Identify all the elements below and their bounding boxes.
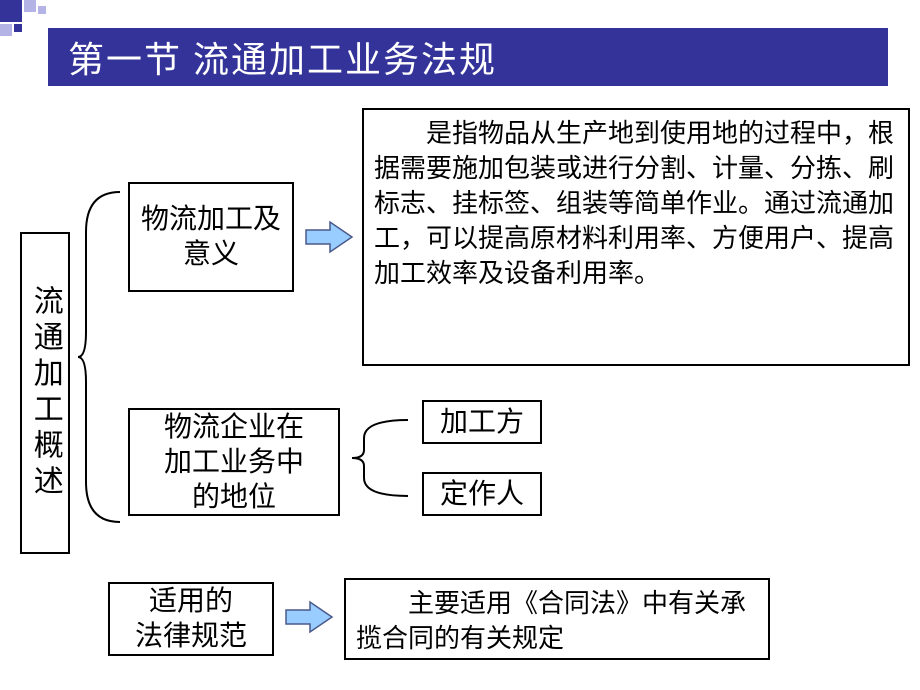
desc-meaning-text: 是指物品从生产地到使用地的过程中，根据需要施加包装或进行分割、计量、分拣、刷标志… [364, 110, 908, 297]
desc-law-text: 主要适用《合同法》中有关承揽合同的有关规定 [346, 580, 768, 662]
section-title: 第一节 流通加工业务法规 [48, 28, 888, 86]
sub-processor-label: 加工方 [440, 405, 524, 440]
sub-processor-box: 加工方 [422, 400, 542, 444]
position-brace [352, 398, 412, 518]
root-brace [78, 192, 126, 522]
desc-meaning-box: 是指物品从生产地到使用地的过程中，根据需要施加包装或进行分割、计量、分拣、刷标志… [362, 108, 910, 366]
desc-law-box: 主要适用《合同法》中有关承揽合同的有关规定 [344, 578, 770, 660]
branch-law-box: 适用的 法律规范 [108, 582, 274, 656]
branch-position-box: 物流企业在 加工业务中 的地位 [128, 408, 340, 516]
section-title-text: 第一节 流通加工业务法规 [68, 31, 497, 83]
root-label: 流通加工概述 [26, 285, 64, 501]
arrow-meaning [306, 222, 352, 252]
branch-meaning-box: 物流加工及 意义 [128, 182, 294, 292]
branch-position-label: 物流企业在 加工业务中 的地位 [164, 410, 304, 515]
sub-orderer-label: 定作人 [440, 477, 524, 512]
sub-orderer-box: 定作人 [422, 472, 542, 516]
arrow-law [286, 602, 332, 632]
root-box: 流通加工概述 [20, 232, 70, 554]
branch-meaning-label: 物流加工及 意义 [141, 202, 281, 272]
branch-law-label: 适用的 法律规范 [135, 584, 247, 654]
